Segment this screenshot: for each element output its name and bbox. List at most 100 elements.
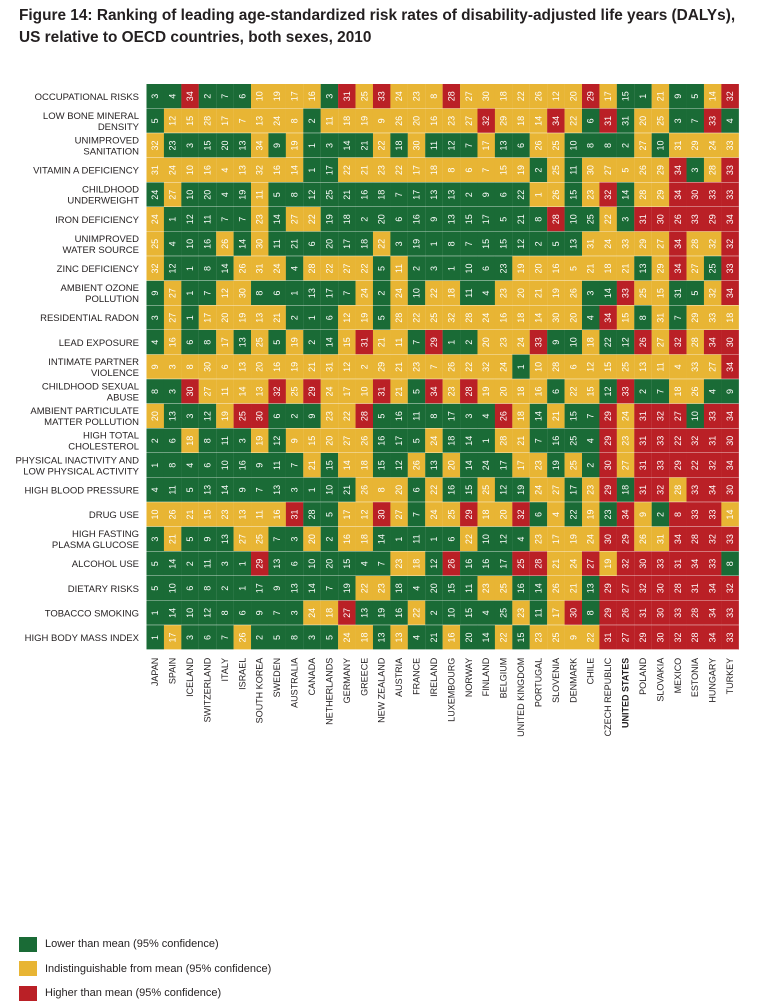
heatmap-cell — [547, 403, 565, 429]
heatmap-cell — [163, 551, 182, 577]
heatmap-cell — [634, 428, 652, 454]
heatmap-cell — [163, 182, 182, 208]
heatmap-cell — [181, 453, 199, 478]
heatmap-cell — [634, 502, 652, 527]
heatmap-cell — [634, 551, 652, 577]
heatmap-cell-value: 22 — [464, 362, 474, 372]
heatmap-cell-value: 29 — [603, 411, 613, 421]
heatmap-cell — [216, 576, 234, 601]
heatmap-cell — [198, 428, 217, 454]
heatmap-cell — [285, 182, 304, 208]
heatmap-cell — [146, 576, 165, 601]
heatmap-cell-value: 14 — [237, 386, 247, 396]
row-label-line: HIGH BLOOD PRESSURE — [24, 485, 139, 496]
heatmap-cell-value: 7 — [655, 389, 665, 394]
heatmap-cell-value: 24 — [394, 288, 404, 298]
heatmap-cell — [216, 526, 234, 552]
heatmap-cell-value: 32 — [673, 337, 683, 347]
heatmap-cell-value: 33 — [690, 362, 700, 372]
heatmap-cell — [320, 182, 339, 208]
heatmap-cell — [372, 231, 391, 257]
heatmap-cell — [233, 182, 252, 208]
heatmap-cell-value: 28 — [690, 337, 700, 347]
heatmap-cell-value: 24 — [324, 386, 334, 396]
heatmap-cell-value: 15 — [464, 608, 474, 618]
heatmap-cell-value: 10 — [481, 534, 491, 544]
row-label-line: DENSITY — [98, 122, 140, 133]
heatmap-cell-value: 5 — [551, 241, 561, 246]
heatmap-cell — [529, 207, 548, 232]
heatmap-cell — [634, 354, 652, 380]
heatmap-cell-value: 9 — [551, 340, 561, 345]
heatmap-cell-value: 12 — [499, 534, 509, 544]
heatmap-cell-value: 16 — [551, 263, 561, 273]
row-label-line: ALCOHOL USE — [72, 559, 139, 570]
heatmap-cell-value: 6 — [220, 364, 230, 369]
heatmap-cell-value: 29 — [377, 362, 387, 372]
heatmap-cell-value: 11 — [255, 190, 265, 199]
heatmap-cell — [547, 157, 565, 183]
heatmap-cell-value: 17 — [446, 411, 456, 421]
heatmap-cell — [547, 305, 565, 331]
heatmap-cell — [251, 576, 269, 601]
heatmap-cell-value: 22 — [690, 460, 700, 470]
heatmap-cell — [703, 551, 722, 577]
heatmap-cell-value: 8 — [202, 586, 212, 591]
heatmap-cell-value: 25 — [586, 214, 596, 224]
heatmap-cell-value: 11 — [464, 288, 474, 297]
heatmap-cell — [425, 108, 443, 134]
heatmap-cell — [703, 428, 722, 454]
heatmap-cell — [233, 207, 252, 232]
heatmap-cell — [268, 576, 286, 601]
heatmap-cell — [494, 231, 513, 257]
heatmap-cell-value: 5 — [377, 315, 387, 320]
heatmap-cell-value: 5 — [377, 414, 387, 419]
heatmap-cell-value: 19 — [551, 288, 561, 298]
heatmap-cell — [233, 157, 252, 183]
heatmap-cell-value: 16 — [394, 411, 404, 421]
heatmap-cell-value: 27 — [603, 165, 613, 175]
heatmap-cell-value: 27 — [586, 559, 596, 569]
heatmap-cell-value: 5 — [150, 561, 160, 566]
heatmap-cell-value: 14 — [533, 583, 543, 593]
heatmap-cell-value: 4 — [708, 389, 718, 394]
heatmap-cell — [616, 453, 635, 478]
heatmap-cell — [198, 108, 217, 134]
heatmap-cell-value: 18 — [359, 460, 369, 470]
heatmap-cell — [268, 625, 286, 650]
heatmap-cell — [616, 354, 635, 380]
heatmap-cell-value: 30 — [586, 165, 596, 175]
heatmap-cell — [390, 354, 408, 380]
heatmap-cell-value: 19 — [377, 608, 387, 618]
heatmap-cell-value: 17 — [603, 91, 613, 101]
heatmap-cell-value: 29 — [429, 337, 439, 347]
heatmap-cell — [320, 526, 339, 552]
heatmap-cell-value: 24 — [342, 632, 352, 642]
heatmap-cell — [582, 157, 600, 183]
heatmap-cell — [390, 256, 408, 281]
heatmap-cell — [216, 207, 234, 232]
heatmap-cell-value: 32 — [272, 386, 282, 396]
heatmap-cell — [703, 157, 722, 183]
heatmap-cell-value: 8 — [202, 266, 212, 271]
heatmap-cell-value: 13 — [568, 239, 578, 249]
heatmap-cell — [686, 502, 705, 527]
heatmap-cell-value: 4 — [412, 635, 422, 640]
heatmap-cell — [338, 256, 356, 281]
heatmap-cell — [355, 600, 374, 626]
heatmap-cell — [163, 256, 182, 281]
heatmap-cell-value: 12 — [551, 91, 561, 101]
heatmap-cell-value: 17 — [342, 239, 352, 249]
heatmap-cell — [512, 625, 530, 650]
column-label: POLAND — [638, 657, 648, 695]
heatmap-cell — [285, 84, 304, 109]
heatmap-cell-value: 18 — [516, 411, 526, 421]
heatmap-cell — [198, 551, 217, 577]
heatmap-cell — [669, 453, 687, 478]
column-label: CANADA — [307, 658, 317, 696]
heatmap-cell — [390, 207, 408, 232]
heatmap-cell-value: 10 — [568, 140, 578, 150]
heatmap-cell-value: 24 — [586, 534, 596, 544]
heatmap-cell — [285, 330, 304, 355]
heatmap-cell — [703, 133, 722, 158]
